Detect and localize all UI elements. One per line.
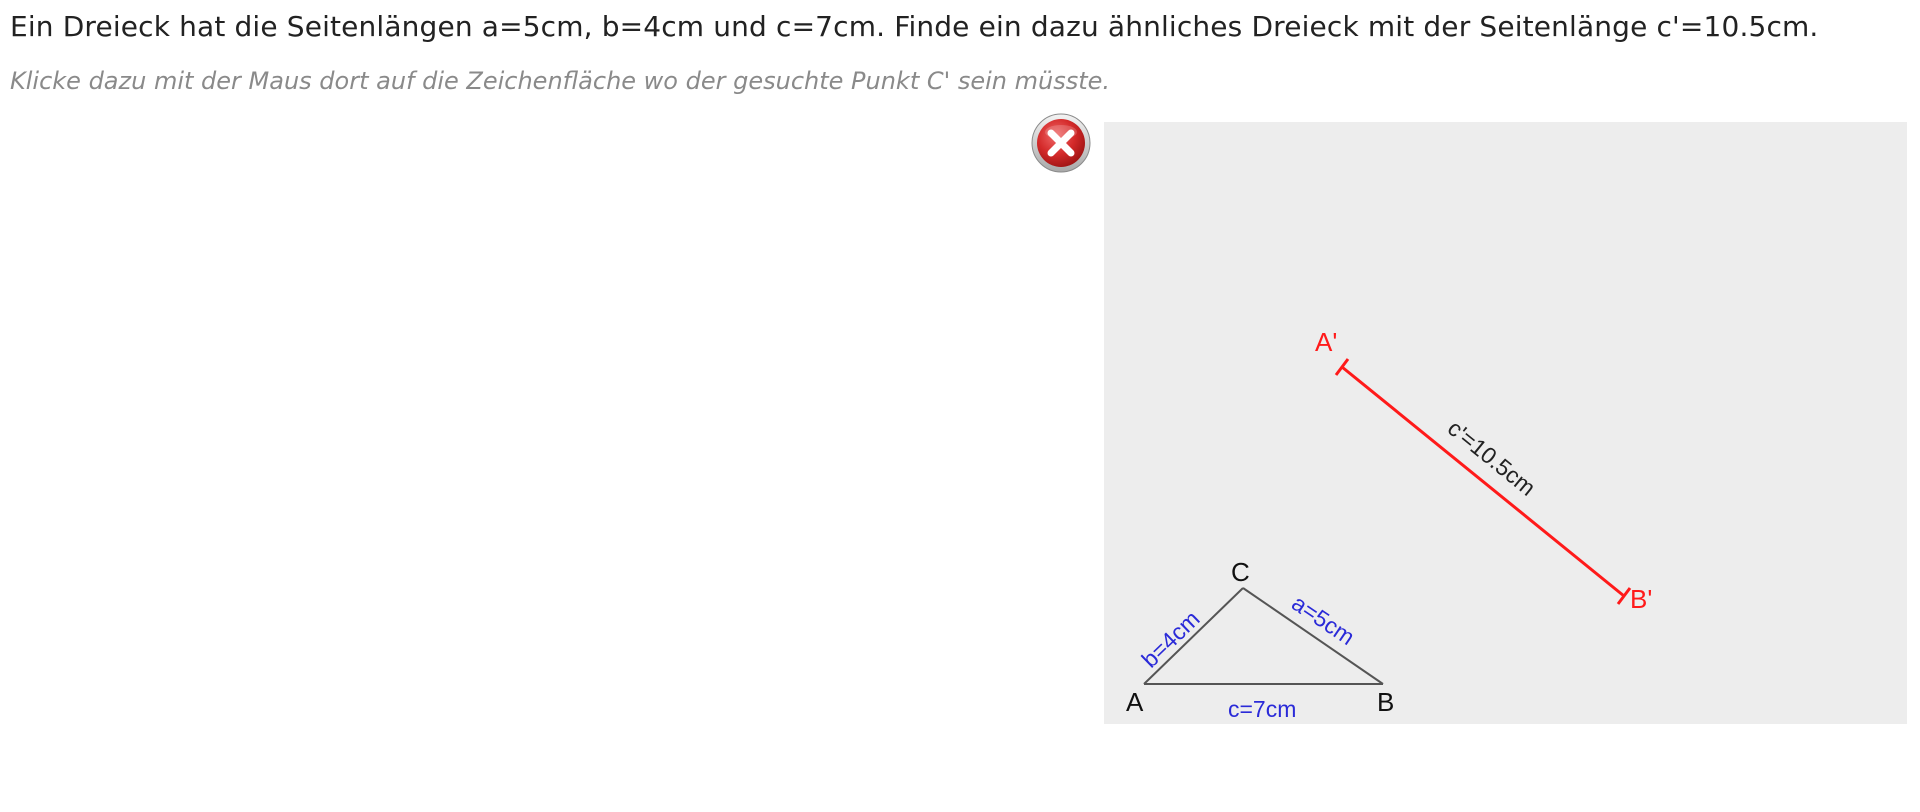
triangle-side-b xyxy=(1143,587,1244,685)
close-icon xyxy=(1031,113,1091,173)
point-b-prime-label: B' xyxy=(1630,584,1652,614)
close-button[interactable] xyxy=(1030,112,1092,174)
segment-end-tick xyxy=(1616,587,1632,605)
drawing-canvas[interactable]: A B C c=7cm b=4cm a=5cm A' B' c'=10.5cm xyxy=(1104,122,1907,724)
triangle-side-a xyxy=(1242,587,1384,685)
point-b-label: B xyxy=(1377,687,1394,717)
segment-start-tick xyxy=(1334,358,1350,376)
point-c-label: C xyxy=(1231,557,1250,587)
side-a-label: a=5cm xyxy=(1287,590,1359,651)
point-a-label: A xyxy=(1126,687,1144,717)
side-c-label: c=7cm xyxy=(1228,696,1296,722)
side-b-label: b=4cm xyxy=(1136,605,1204,672)
segment-a-prime-b-prime xyxy=(1341,365,1625,598)
question-text: Ein Dreieck hat die Seitenlängen a=5cm, … xyxy=(10,10,1819,43)
point-a-prime-label: A' xyxy=(1315,327,1337,357)
instruction-text: Klicke dazu mit der Maus dort auf die Ze… xyxy=(10,67,1111,95)
